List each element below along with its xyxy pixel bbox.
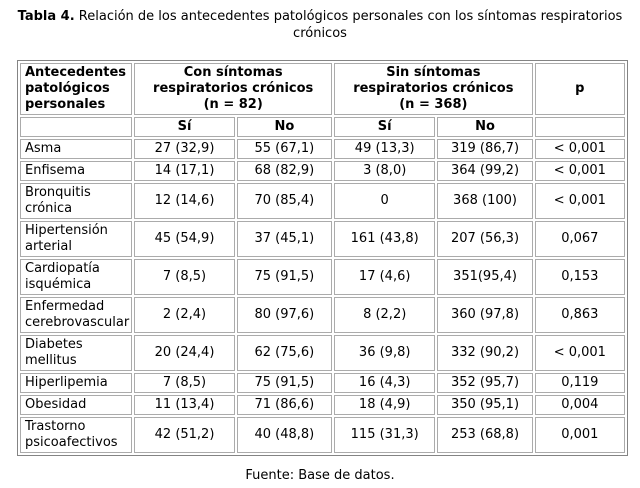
cell-con-si: 20 (24,4) [134,335,235,371]
header-sin-sintomas: Sin síntomas respiratorios crónicos (n =… [334,63,533,115]
cell-p: 0,153 [534,259,625,295]
header-sin-no: No [437,117,533,137]
cell-con-si: 7 (8,5) [134,259,235,295]
cell-con-si: 7 (8,5) [134,373,235,393]
header-con-no: No [236,117,333,137]
table-row: Hiperlipemia 7 (8,5) 75 (91,5) 16 (4,3) 352 … [20,373,625,393]
cell-sin-no: 332 (90,2) [437,335,533,371]
cell-sin-no: 364 (99,2) [437,161,533,181]
cell-p: < 0,001 [534,183,625,219]
cell-sin-no: 350 (95,1) [437,395,533,415]
cell-con-no: 62 (75,6) [236,335,333,371]
row-label: Cardiopatía isquémica [20,259,133,295]
header-con-sintomas: Con síntomas respiratorios crónicos (n =… [134,63,333,115]
cell-con-no: 40 (48,8) [236,417,333,453]
table-row: Obesidad 11 (13,4) 71 (86,6) 18 (4,9) 350 (9… [20,395,625,415]
row-label: Diabetes mellitus [20,335,133,371]
cell-sin-si: 3 (8,0) [334,161,436,181]
cell-p: 0,001 [534,417,625,453]
table-header: Antecedentes patológicos personales Con … [20,63,625,137]
header-sin-line3: (n = 368) [399,97,468,112]
cell-sin-si: 18 (4,9) [334,395,436,415]
cell-con-no: 75 (91,5) [236,259,333,295]
row-label: Asma [20,139,133,159]
cell-con-si: 27 (32,9) [134,139,235,159]
cell-sin-no: 351(95,4) [437,259,533,295]
row-label: Bronquitis crónica [20,183,133,219]
cell-p: 0,863 [534,297,625,333]
cell-con-si: 12 (14,6) [134,183,235,219]
header-antecedentes-line1: Antecedentes [25,65,127,80]
row-label: Hipertensión arterial [20,221,133,257]
table-caption: Tabla 4. Relación de los antecedentes pa… [0,8,640,42]
cell-p: < 0,001 [534,161,625,181]
cell-con-si: 14 (17,1) [134,161,235,181]
header-antecedentes: Antecedentes patológicos personales [20,63,133,115]
row-label: Enfermedad cerebrovascular [20,297,133,333]
header-sin-line2: respiratorios crónicos [353,81,514,96]
row-label: Trastorno psicoafectivos [20,417,133,453]
header-antecedentes-line3: personales [25,97,106,112]
table-row: Trastorno psicoafectivos 42 (51,2) 40 (48,… [20,417,625,453]
table-source: Fuente: Base de datos. [245,468,395,483]
cell-p: 0,004 [534,395,625,415]
cell-sin-si: 36 (9,8) [334,335,436,371]
table-body: Asma 27 (32,9) 55 (67,1) 49 (13,3) 319 (86,7… [20,139,625,453]
cell-sin-si: 17 (4,6) [334,259,436,295]
cell-sin-si: 0 [334,183,436,219]
header-con-si: Sí [134,117,235,137]
cell-con-no: 75 (91,5) [236,373,333,393]
cell-con-no: 55 (67,1) [236,139,333,159]
table-caption-text-line2: crónicos [293,26,347,41]
table-row: Enfermedad cerebrovascular 2 (2,4) 80 (97,… [20,297,625,333]
cell-con-si: 2 (2,4) [134,297,235,333]
cell-sin-no: 368 (100) [437,183,533,219]
cell-con-no: 71 (86,6) [236,395,333,415]
cell-con-no: 37 (45,1) [236,221,333,257]
header-empty-left [20,117,133,137]
cell-sin-si: 8 (2,2) [334,297,436,333]
cell-con-no: 80 (97,6) [236,297,333,333]
header-con-line3: (n = 82) [203,97,263,112]
header-con-line2: respiratorios crónicos [153,81,314,96]
table-row: Hipertensión arterial 45 (54,9) 37 (45,1) 1… [20,221,625,257]
cell-sin-si: 49 (13,3) [334,139,436,159]
cell-p: 0,119 [534,373,625,393]
header-p: p [534,63,625,115]
table-row: Bronquitis crónica 12 (14,6) 70 (85,4) 0 368… [20,183,625,219]
cell-p: < 0,001 [534,335,625,371]
table-row: Diabetes mellitus 20 (24,4) 62 (75,6) 36 (9… [20,335,625,371]
cell-con-si: 45 (54,9) [134,221,235,257]
cell-sin-no: 352 (95,7) [437,373,533,393]
table-caption-text: Relación de los antecedentes patológicos… [78,9,623,24]
cell-sin-no: 207 (56,3) [437,221,533,257]
cell-sin-si: 16 (4,3) [334,373,436,393]
cell-sin-no: 253 (68,8) [437,417,533,453]
cell-p: 0,067 [534,221,625,257]
table-caption-number: Tabla 4. [17,9,75,24]
cell-sin-no: 360 (97,8) [437,297,533,333]
header-empty-right [534,117,625,137]
cell-p: < 0,001 [534,139,625,159]
cell-sin-si: 161 (43,8) [334,221,436,257]
header-con-line1: Con síntomas [183,65,283,80]
cell-con-no: 70 (85,4) [236,183,333,219]
cell-con-no: 68 (82,9) [236,161,333,181]
row-label: Hiperlipemia [20,373,133,393]
table-row: Cardiopatía isquémica 7 (8,5) 75 (91,5) 17 … [20,259,625,295]
table-row: Enfisema 14 (17,1) 68 (82,9) 3 (8,0) 364 (99… [20,161,625,181]
cell-sin-si: 115 (31,3) [334,417,436,453]
cell-con-si: 11 (13,4) [134,395,235,415]
header-sin-line1: Sin síntomas [386,65,481,80]
data-table: Antecedentes patológicos personales Con … [17,60,628,456]
header-row-groups: Antecedentes patológicos personales Con … [20,63,625,115]
cell-sin-no: 319 (86,7) [437,139,533,159]
row-label: Enfisema [20,161,133,181]
header-sin-si: Sí [334,117,436,137]
header-antecedentes-line2: patológicos [25,81,110,96]
row-label: Obesidad [20,395,133,415]
cell-con-si: 42 (51,2) [134,417,235,453]
table-row: Asma 27 (32,9) 55 (67,1) 49 (13,3) 319 (86,7… [20,139,625,159]
header-row-sub: Sí No Sí No [20,117,625,137]
